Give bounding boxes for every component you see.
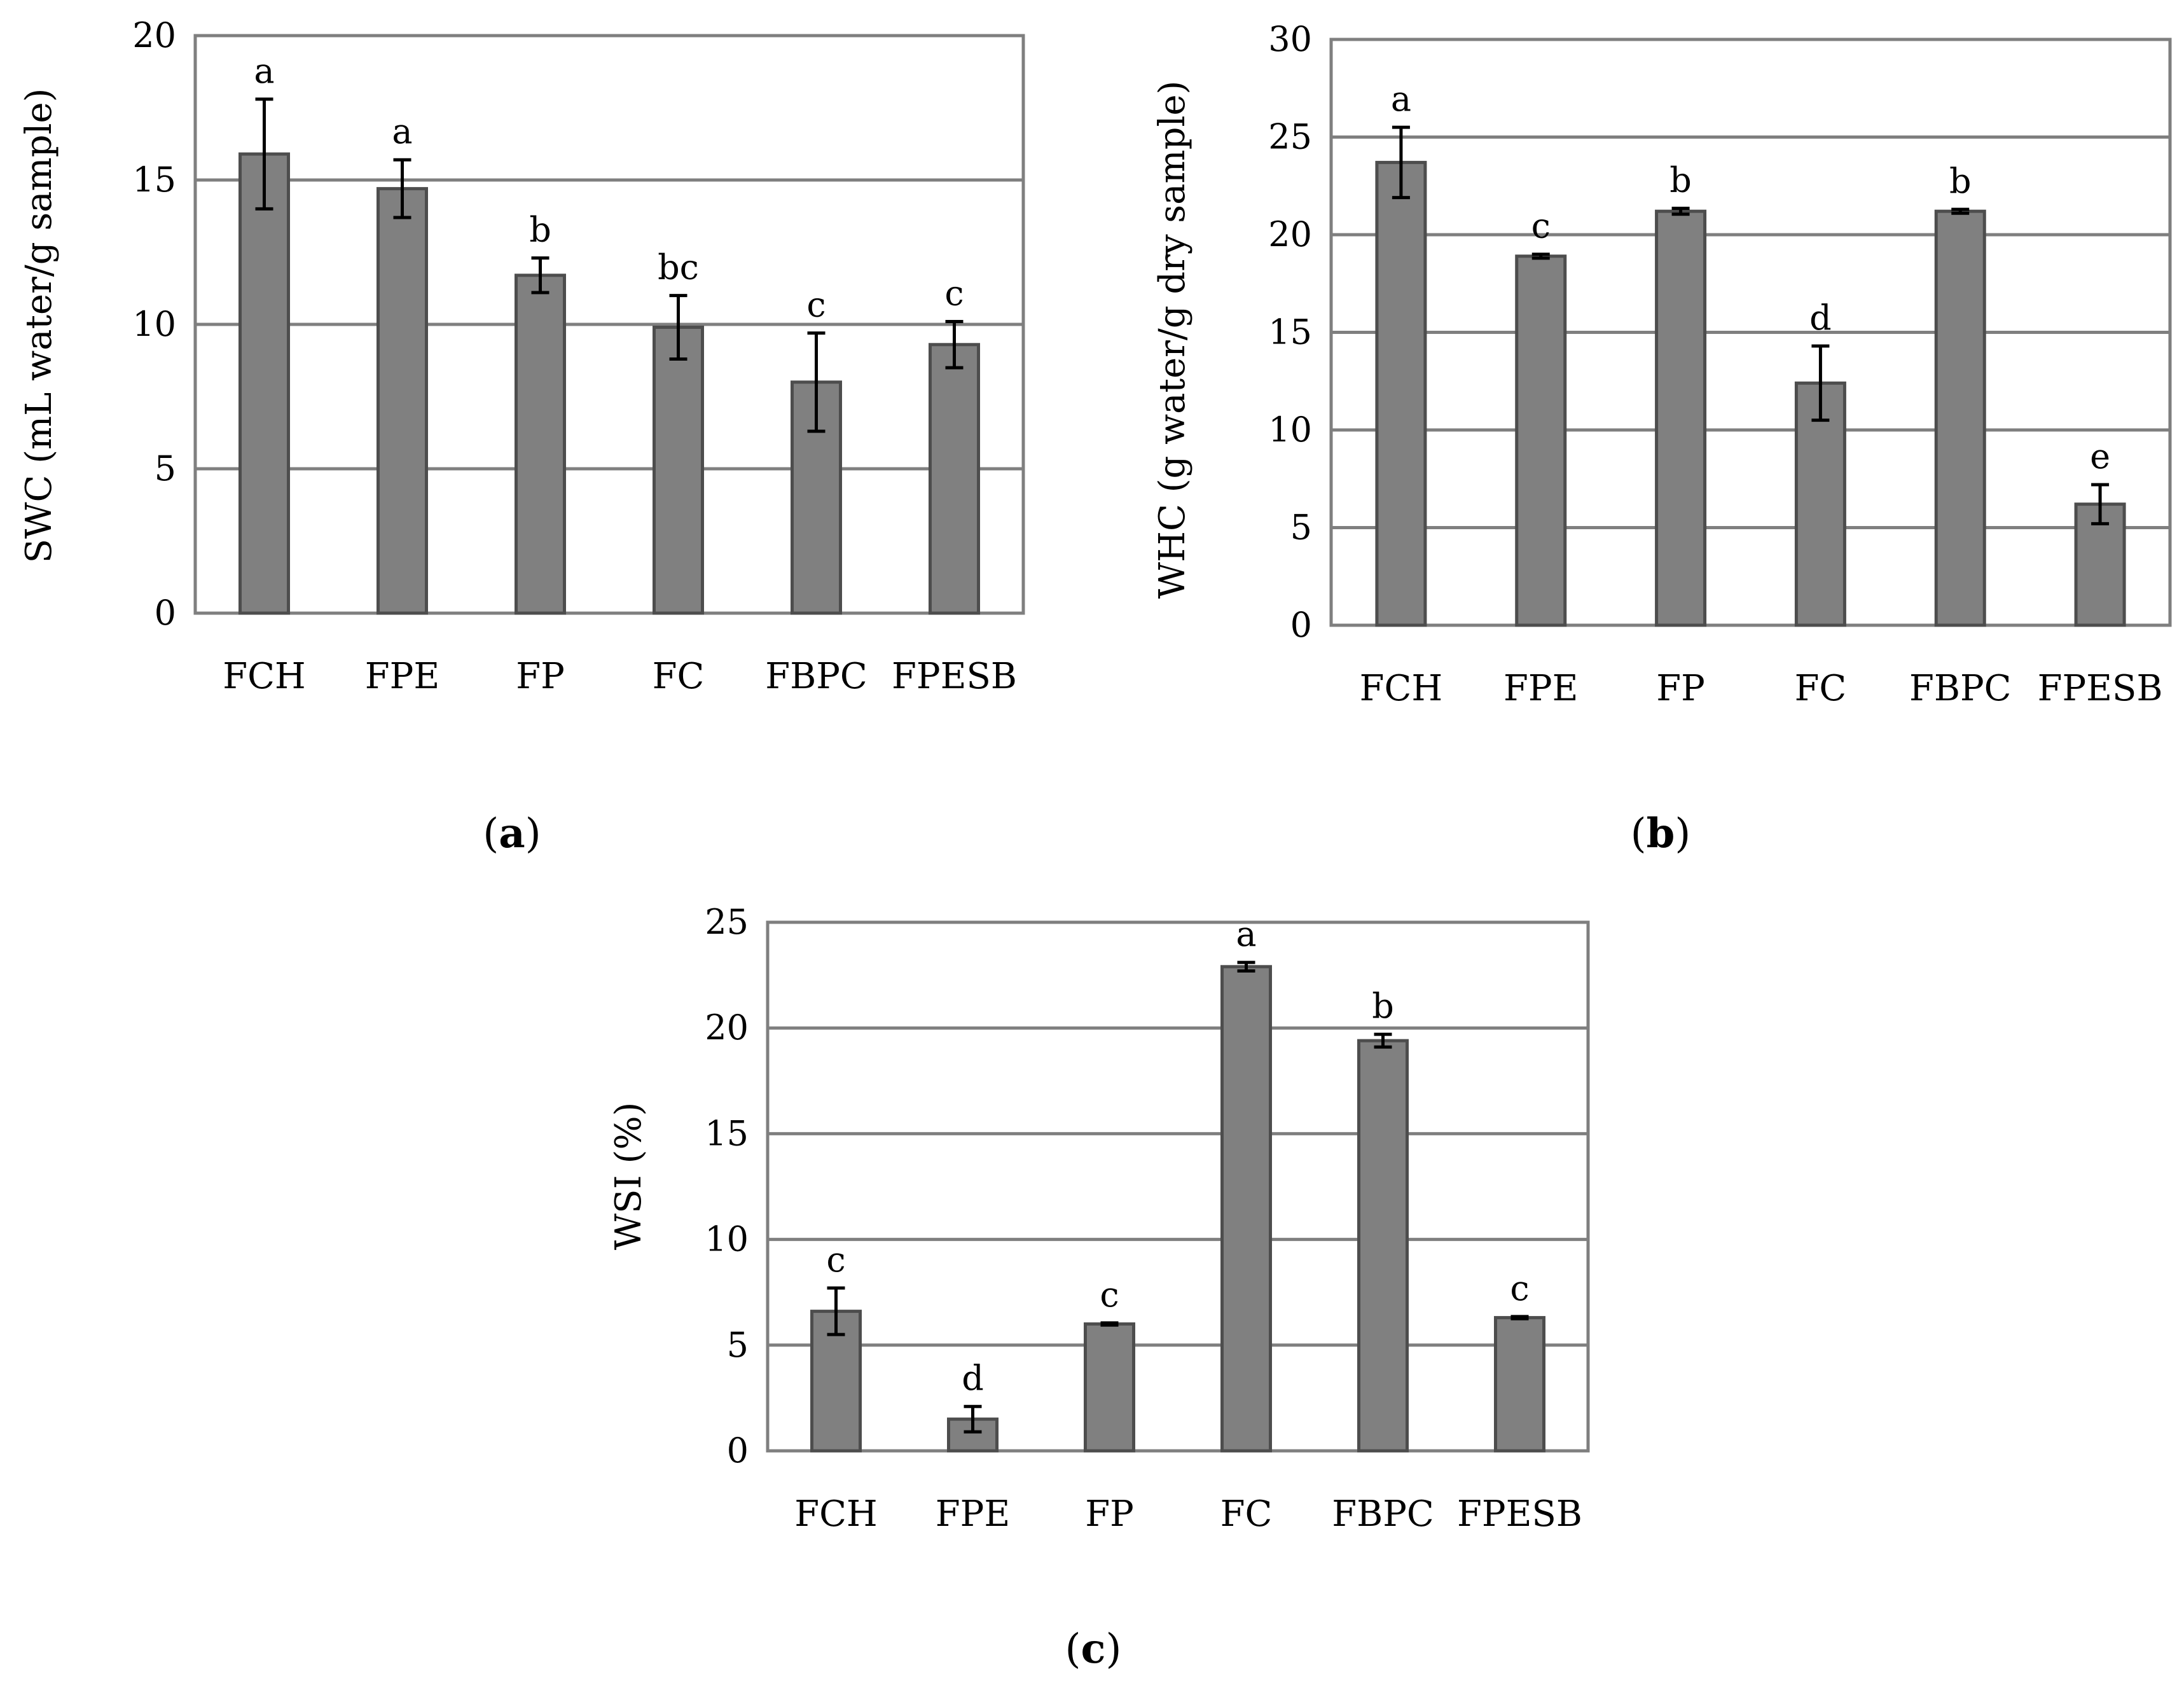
- panel-a-significance-label: a: [392, 111, 412, 151]
- panel-c-significance-label: c: [1510, 1268, 1529, 1308]
- panel-c-y-tick-label: 25: [705, 902, 749, 942]
- panel-c-y-tick-label: 15: [705, 1113, 749, 1153]
- panel-a-plot-area: [193, 34, 1025, 615]
- panel-b-category-label: FCH: [1360, 668, 1443, 709]
- panel-c-category-label: FBPC: [1332, 1493, 1434, 1535]
- panel-a-category-label: FPE: [365, 656, 439, 697]
- panel-b-significance-label: b: [1949, 161, 1972, 201]
- panel-b-significance-label: b: [1669, 160, 1692, 200]
- panel-b-error-bar-fpesb: [2091, 483, 2110, 525]
- panel-a-significance-label: b: [529, 210, 551, 250]
- panel-c-significance-label: c: [1100, 1275, 1119, 1315]
- panel-a-category-label: FC: [653, 656, 705, 697]
- panel-c-significance-label: c: [826, 1240, 845, 1280]
- panel-a-bar-fpesb: [929, 343, 980, 615]
- panel-b-y-tick-label: 0: [1290, 605, 1312, 645]
- panel-a-significance-label: bc: [658, 247, 699, 287]
- panel-b-caption: (b): [1631, 810, 1691, 857]
- panel-c-significance-label: a: [1236, 914, 1256, 954]
- panel-b-bar-fp: [1655, 209, 1707, 627]
- panel-a-caption: (a): [483, 810, 541, 857]
- panel-b-y-tick-label: 25: [1268, 117, 1312, 157]
- panel-b-y-tick-label: 30: [1268, 19, 1312, 59]
- panel-c-bar-fbpc: [1357, 1039, 1409, 1453]
- panel-a-bar-fpe: [377, 187, 428, 615]
- panel-c-category-label: FC: [1220, 1493, 1273, 1535]
- panel-c-y-tick-label: 10: [705, 1219, 749, 1259]
- panel-a-category-label: FCH: [223, 656, 306, 697]
- panel-c-significance-label: d: [962, 1358, 984, 1398]
- panel-b-significance-label: c: [1531, 206, 1551, 246]
- panel-a-bar-fch: [238, 152, 290, 615]
- panel-a-y-tick-label: 5: [155, 448, 176, 488]
- panel-b-significance-label: a: [1391, 79, 1411, 119]
- panel-c-y-tick-label: 0: [727, 1430, 749, 1471]
- panel-b-category-label: FP: [1656, 668, 1705, 709]
- panel-c-y-tick-label: 5: [727, 1325, 749, 1365]
- panel-b-error-bar-fp: [1671, 207, 1690, 216]
- panel-a-error-bar-fpe: [393, 158, 411, 219]
- panel-b-category-label: FPESB: [2038, 668, 2163, 709]
- panel-b-significance-label: d: [1809, 298, 1832, 338]
- panel-a-y-tick-label: 20: [132, 15, 176, 55]
- panel-c: WSI (%) (c) 0 5 10 15 20 25 c FCH d FPE c FP a FC b FBP…: [608, 902, 1590, 1673]
- panel-a-significance-label: c: [806, 285, 826, 325]
- panel-b-bar-fch: [1375, 160, 1427, 627]
- panel-a-error-bar-fp: [531, 256, 549, 294]
- panel-b-y-axis-label: WHC (g water/g dry sample): [1152, 81, 1193, 599]
- panel-b-error-bar-fch: [1392, 125, 1410, 200]
- panel-c-category-label: FCH: [794, 1493, 878, 1535]
- panel-c-plot-area: [766, 920, 1590, 1453]
- panel-c-error-bar-fp: [1100, 1321, 1119, 1327]
- panel-c-error-bar-fch: [827, 1286, 845, 1336]
- panel-a-error-bar-fc: [669, 294, 688, 361]
- panel-b-y-tick-label: 5: [1290, 508, 1312, 548]
- panel-a-y-axis-label: SWC (mL water/g sample): [18, 88, 60, 564]
- panel-a-significance-label: a: [254, 51, 274, 91]
- panel-c-category-label: FPESB: [1457, 1493, 1582, 1535]
- panel-c-significance-label: b: [1372, 986, 1394, 1026]
- panel-a-y-tick-label: 0: [155, 593, 176, 633]
- panel-b-plot-area: [1329, 38, 2172, 627]
- panel-a-bar-fp: [515, 274, 566, 615]
- panel-c-error-bar-fpe: [964, 1404, 982, 1434]
- panel-b-error-bar-fc: [1811, 344, 1830, 422]
- panel-c-bar-fp: [1084, 1322, 1135, 1453]
- panel-a-category-label: FP: [516, 656, 565, 697]
- panel-a-y-tick-label: 15: [132, 160, 176, 200]
- panel-b: WHC (g water/g dry sample) (b) 0 5 10 15 20 2…: [1152, 19, 2172, 857]
- panel-c-caption: (c): [1065, 1625, 1122, 1673]
- panel-c-error-bar-fbpc: [1374, 1032, 1392, 1049]
- panel-a: SWC (mL water/g sample) (a) 0 5 10 15 20 a FCH…: [18, 15, 1025, 857]
- panel-c-error-bar-fpesb: [1510, 1315, 1529, 1320]
- panel-b-category-label: FC: [1795, 668, 1847, 709]
- panel-a-bar-fc: [653, 326, 704, 615]
- panel-b-significance-label: e: [2090, 436, 2110, 476]
- panel-b-error-bar-fbpc: [1951, 207, 1970, 215]
- panel-c-bar-fpesb: [1494, 1316, 1545, 1453]
- panel-c-error-bar-fc: [1237, 960, 1255, 973]
- panel-b-y-tick-label: 10: [1268, 410, 1312, 450]
- panel-b-category-label: FPE: [1503, 668, 1578, 709]
- panel-b-bar-fbpc: [1934, 209, 1986, 627]
- panel-b-y-tick-label: 20: [1268, 214, 1312, 254]
- panel-c-y-tick-label: 20: [705, 1008, 749, 1048]
- panel-a-error-bar-fch: [255, 97, 273, 211]
- panel-c-y-axis-label: WSI (%): [608, 1102, 649, 1250]
- panel-c-bar-fc: [1220, 965, 1272, 1453]
- panel-b-bar-fpe: [1515, 254, 1567, 627]
- panel-a-category-label: FBPC: [765, 656, 867, 697]
- panel-a-category-label: FPESB: [892, 656, 1017, 697]
- panel-a-y-tick-label: 10: [132, 304, 176, 344]
- panel-a-error-bar-fpesb: [945, 319, 964, 370]
- panel-b-error-bar-fpe: [1531, 253, 1550, 260]
- panel-b-y-tick-label: 15: [1268, 312, 1312, 352]
- panel-c-category-label: FPE: [936, 1493, 1010, 1535]
- panel-b-category-label: FBPC: [1909, 668, 2012, 709]
- panel-a-significance-label: c: [944, 273, 964, 313]
- panel-a-error-bar-fbpc: [807, 331, 826, 433]
- panel-c-category-label: FP: [1085, 1493, 1134, 1535]
